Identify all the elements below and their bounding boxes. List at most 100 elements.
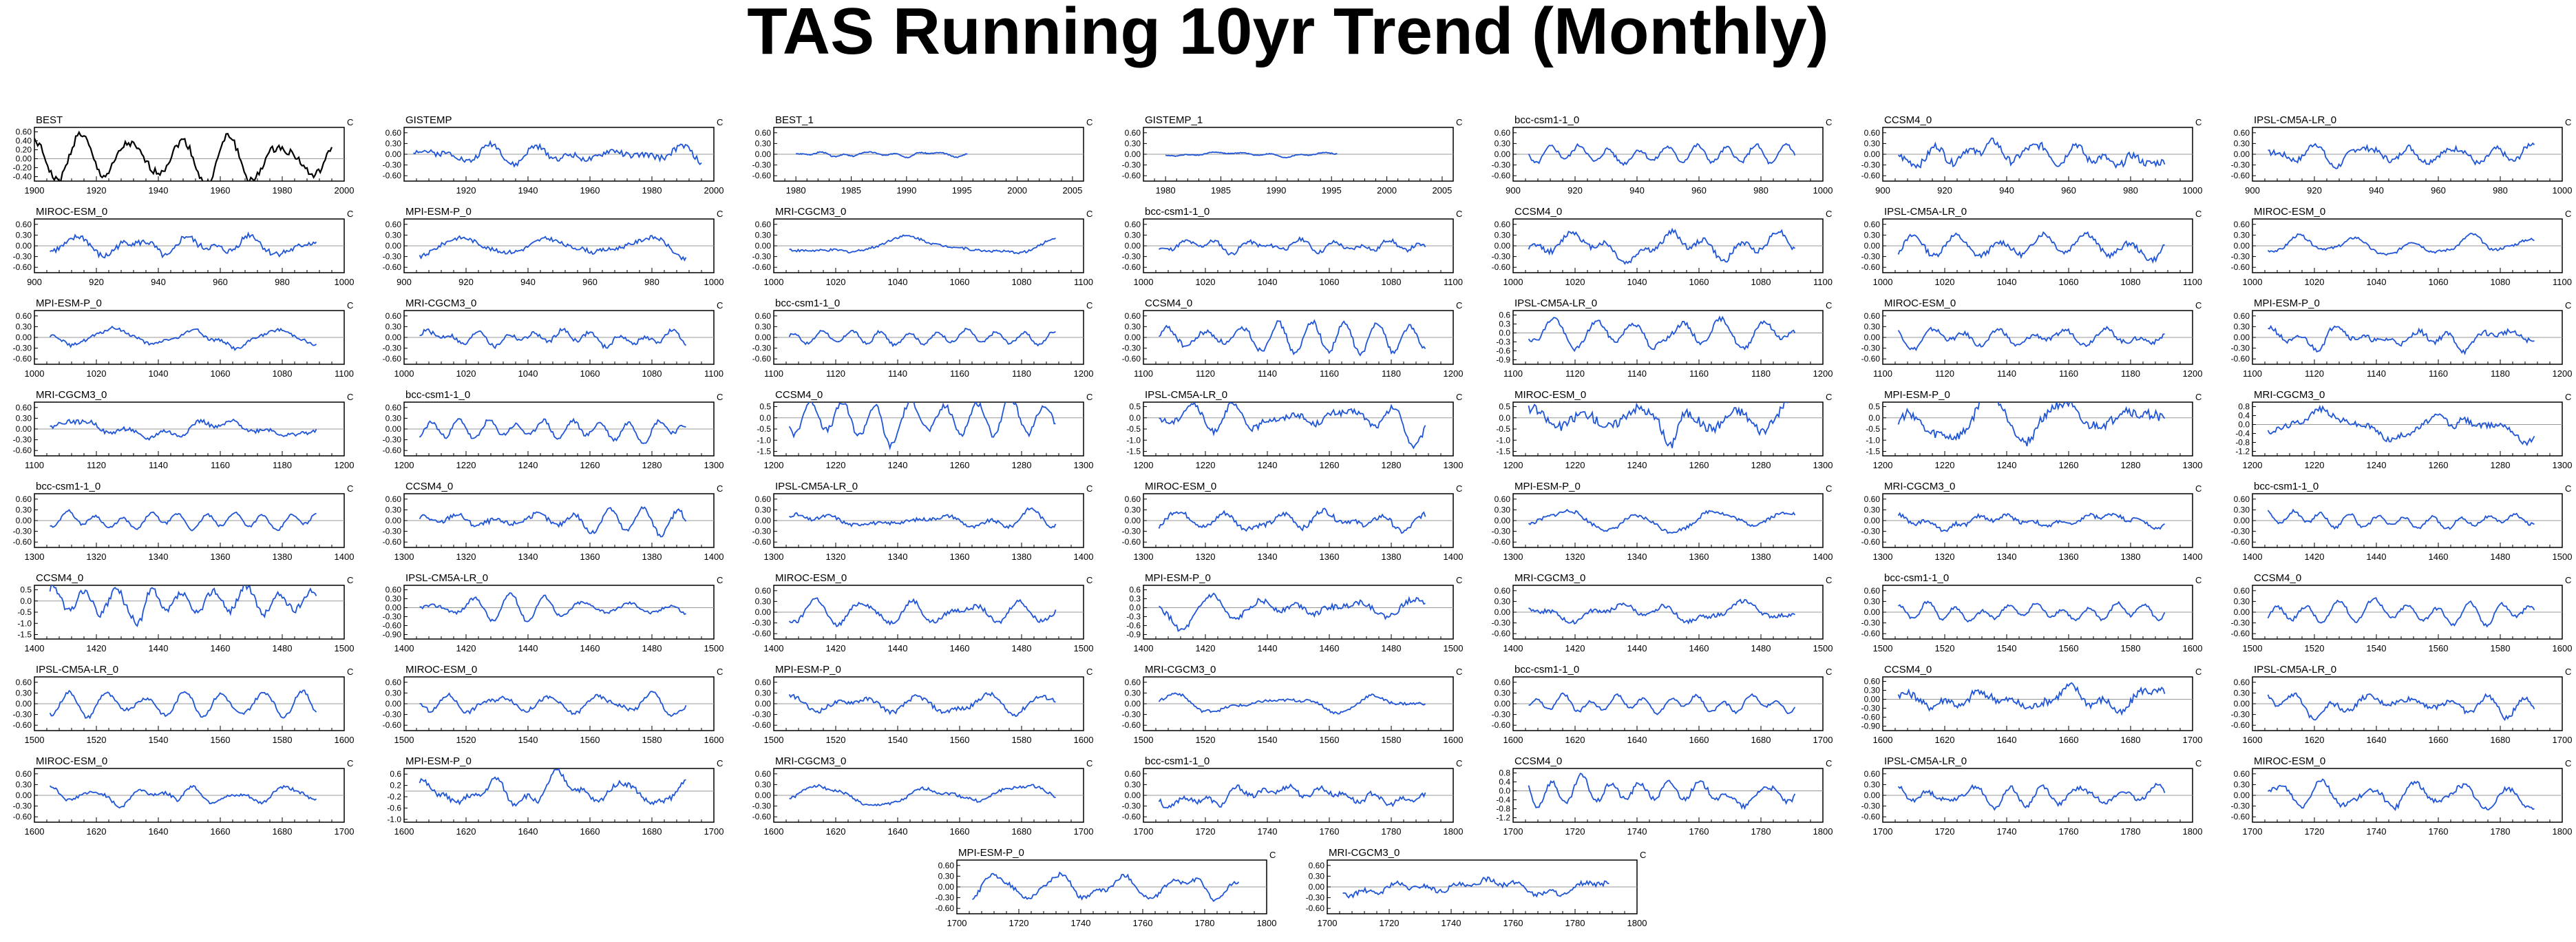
panel-30: CCSM4_0 C 0.600.30 0.00 -0.30-0.60 1300 1320 13… — [383, 481, 724, 562]
x-tick-label: 1700 — [1873, 826, 1893, 837]
x-tick-label: 1540 — [149, 735, 169, 745]
x-tick-label: 1760 — [1689, 826, 1709, 837]
series-line — [1528, 508, 1796, 534]
y-tick-label: 0.30 — [1864, 596, 1881, 606]
y-tick-label: -1.0 — [387, 815, 401, 824]
y-tick-label: -0.30 — [2231, 527, 2250, 536]
x-tick-label: 1800 — [2553, 826, 2573, 837]
x-tick-label: 1160 — [1689, 368, 1709, 379]
y-tick-label: 0.60 — [938, 861, 955, 870]
y-tick-label: 0.60 — [1125, 128, 1141, 138]
y-tick-label: 0.00 — [2234, 516, 2250, 525]
x-tick-label: 980 — [2493, 185, 2508, 196]
x-tick-label: 1500 — [764, 735, 784, 745]
x-tick-label: 1460 — [1689, 643, 1709, 653]
x-tick-label: 1500 — [1813, 643, 1833, 653]
x-tick-label: 1580 — [1382, 735, 1402, 745]
panel-15: MPI-ESM-P_0 C 0.600.30 0.00 -0.30-0.60 1000 10… — [13, 297, 354, 379]
x-tick-label: 1460 — [211, 643, 231, 653]
y-tick-label: -0.20 — [13, 163, 32, 173]
x-tick-label: 1580 — [2121, 643, 2141, 653]
panel-title: CCSM4_0 — [1884, 664, 1932, 676]
series-line — [788, 327, 1056, 348]
x-tick-label: 1100 — [1813, 277, 1833, 287]
x-tick-label: 1000 — [764, 277, 784, 287]
series-line — [2268, 324, 2535, 355]
x-tick-label: 1320 — [826, 552, 846, 562]
units-label: C — [1826, 667, 1832, 677]
x-tick-label: 1985 — [841, 185, 861, 196]
x-tick-label: 1240 — [888, 460, 908, 470]
x-tick-label: 1440 — [2367, 552, 2387, 562]
y-tick-label: -0.60 — [13, 812, 32, 821]
panel-37: IPSL-CM5A-LR_0 C 0.600.300.00-0.30-0.60-0.… — [383, 572, 724, 653]
x-tick-label: 1780 — [1565, 918, 1585, 928]
series-line — [2267, 597, 2535, 628]
y-tick-label: 0.40 — [16, 136, 32, 146]
units-label: C — [1086, 209, 1092, 219]
x-tick-label: 1400 — [2243, 552, 2263, 562]
y-tick-label: 0.00 — [1125, 516, 1141, 525]
x-tick-label: 1280 — [1751, 460, 1771, 470]
x-tick-label: 1060 — [211, 368, 231, 379]
units-label: C — [717, 667, 723, 677]
x-tick-label: 1980 — [273, 185, 293, 196]
y-tick-label: -0.5 — [17, 607, 32, 617]
x-tick-label: 1520 — [1196, 735, 1216, 745]
y-tick-label: 0.60 — [1125, 678, 1141, 687]
x-tick-label: 1200 — [764, 460, 784, 470]
y-tick-label: 0.5 — [1868, 402, 1880, 412]
x-tick-label: 1080 — [642, 368, 662, 379]
panel-55: IPSL-CM5A-LR_0 C 0.600.30 0.00 -0.30-0.60 170… — [1861, 755, 2203, 837]
x-tick-label: 1760 — [1503, 918, 1523, 928]
series-line — [1528, 402, 1789, 448]
x-tick-label: 1940 — [518, 185, 538, 196]
x-tick-label: 1080 — [273, 368, 293, 379]
y-tick-label: 0.30 — [2234, 230, 2250, 240]
x-tick-label: 1100 — [1503, 368, 1523, 379]
panel-title: IPSL-CM5A-LR_0 — [405, 572, 488, 584]
y-tick-label: -0.60 — [1861, 537, 1881, 547]
panel-25: IPSL-CM5A-LR_0 C 0.50.0-0.5-1.0 -1.5 1200 122… — [1126, 389, 1463, 470]
x-tick-label: 1400 — [1503, 643, 1523, 653]
y-tick-label: -0.60 — [2231, 629, 2250, 638]
panel-8: MIROC-ESM_0 C 0.600.300.00-0.30-0.60 900 920… — [13, 206, 355, 287]
panel-41: bcc-csm1-1_0 C 0.600.300.00-0.30-0.60 1500 1… — [1861, 572, 2203, 653]
y-tick-label: 0.00 — [2234, 607, 2250, 617]
x-tick-label: 1640 — [518, 826, 538, 837]
y-tick-label: -0.30 — [13, 252, 32, 262]
panel-frame — [2252, 401, 2563, 457]
y-tick-label: 0.60 — [1864, 586, 1881, 596]
x-tick-label: 1180 — [2121, 368, 2140, 379]
y-tick-label: -0.60 — [2231, 171, 2250, 180]
y-tick-label: -0.30 — [1122, 344, 1141, 353]
y-tick-label: -0.60 — [1492, 629, 1511, 638]
panel-43: IPSL-CM5A-LR_0 C 0.600.300.00-0.30-0.60 150… — [13, 664, 355, 745]
units-label: C — [1086, 117, 1092, 127]
x-tick-label: 1740 — [1071, 918, 1091, 928]
units-label: C — [1456, 209, 1462, 219]
y-tick-label: 0.30 — [1125, 138, 1141, 148]
y-tick-label: 0.60 — [1125, 494, 1141, 504]
x-tick-label: 1300 — [1444, 460, 1464, 470]
panel-title: GISTEMP_1 — [1145, 114, 1203, 126]
panel-11: bcc-csm1-1_0 C 0.600.300.00-0.30-0.60 1000 1… — [1122, 206, 1463, 287]
y-tick-label: -0.60 — [2231, 537, 2250, 547]
panel-title: IPSL-CM5A-LR_0 — [1884, 206, 1967, 218]
x-tick-label: 1400 — [1074, 552, 1094, 562]
y-tick-label: 0.00 — [386, 149, 402, 159]
panel-title: CCSM4_0 — [405, 481, 453, 492]
panel-16: MRI-CGCM3_0 C 0.600.30 0.00 -0.30-0.60 1000 10… — [383, 297, 724, 379]
panel-title: MIROC-ESM_0 — [405, 664, 477, 676]
y-tick-label: 0.30 — [2234, 322, 2250, 331]
y-tick-label: -0.60 — [13, 262, 32, 272]
units-label: C — [347, 575, 353, 585]
x-tick-label: 1500 — [1873, 643, 1893, 653]
x-tick-label: 1980 — [642, 185, 662, 196]
x-tick-label: 900 — [27, 277, 42, 287]
units-label: C — [347, 392, 353, 402]
x-tick-label: 1080 — [1382, 277, 1402, 287]
x-tick-label: 1300 — [1873, 552, 1893, 562]
y-tick-label: -0.5 — [1866, 424, 1880, 434]
x-tick-label: 1500 — [1074, 643, 1094, 653]
